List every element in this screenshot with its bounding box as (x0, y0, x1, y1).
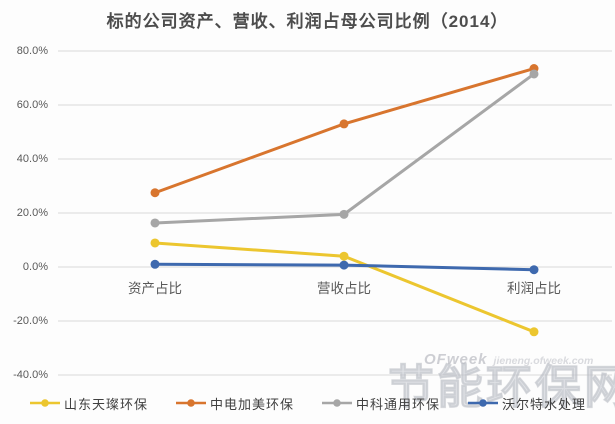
x-category-label: 利润占比 (507, 281, 561, 296)
series-point-0 (339, 251, 349, 261)
series-point-2 (529, 69, 539, 79)
series-point-0 (150, 238, 160, 248)
watermark-brand-line: OFweek jieneng.ofweek.com (424, 351, 593, 369)
series-point-2 (150, 218, 160, 228)
watermark-small-text: jieneng.ofweek.com (493, 355, 594, 367)
legend-item-2: 中科通用环保 (321, 394, 440, 413)
series-line-2 (153, 72, 536, 225)
legend-line-marker-icon (29, 399, 60, 407)
legend-label: 中科通用环保 (356, 396, 441, 412)
y-tick-label: -40.0% (13, 369, 48, 381)
series-point-0 (529, 327, 539, 337)
legend-line-marker-icon (322, 399, 352, 407)
series-point-1 (150, 188, 160, 198)
series-point-3 (150, 259, 160, 269)
legend-item-3: 沃尔特水处理 (467, 394, 586, 413)
legend-item-1: 中电加美环保 (175, 394, 294, 413)
legend-line-marker-icon (175, 399, 206, 407)
legend: 山东天璨环保 中电加美环保 中科通用环保 沃尔特水处理 (0, 392, 615, 414)
legend-line-marker-icon (468, 399, 499, 407)
x-category-label: 营收占比 (317, 281, 371, 296)
series-line-1 (153, 67, 536, 195)
y-tick-label: 80.0% (16, 45, 48, 57)
y-tick-label: 40.0% (16, 153, 48, 165)
chart-title: 标的公司资产、营收、利润占母公司比例（2014） (106, 12, 509, 31)
legend-label: 中电加美环保 (209, 396, 294, 412)
series-point-1 (339, 119, 349, 129)
legend-label: 沃尔特水处理 (502, 396, 587, 412)
x-category-label: 资产占比 (128, 281, 182, 296)
y-tick-label: -20.0% (13, 315, 48, 327)
series-point-2 (339, 209, 349, 219)
y-tick-label: 20.0% (16, 207, 48, 219)
series-point-3 (529, 265, 539, 275)
legend-label: 山东天璨环保 (63, 396, 148, 412)
watermark-brand-text: OFweek (424, 351, 488, 368)
y-tick-label: 0.0% (22, 261, 48, 273)
y-tick-label: 60.0% (16, 99, 48, 111)
legend-item-0: 山东天璨环保 (29, 394, 148, 413)
watermark-big-text: 节能环保网 (388, 361, 615, 413)
series-point-3 (339, 260, 349, 270)
